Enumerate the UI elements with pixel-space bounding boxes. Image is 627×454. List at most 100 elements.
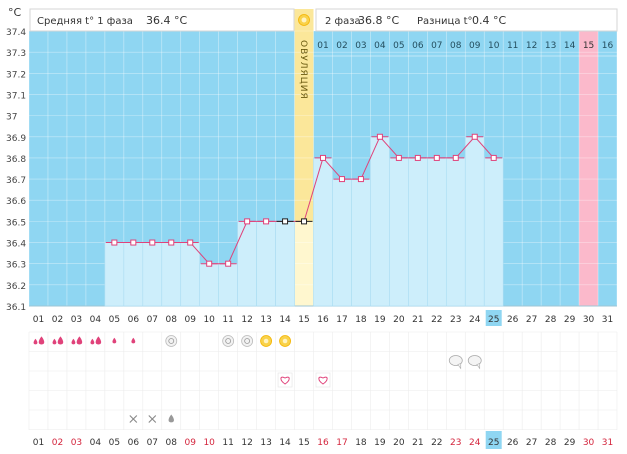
x-tick-label: 08 <box>166 315 178 325</box>
bottom-day-label: 05 <box>109 438 120 448</box>
temperature-bar <box>104 242 125 307</box>
bottom-day-label: 21 <box>412 438 423 448</box>
sun-icon-core <box>282 338 288 344</box>
speech-bubble-tail <box>457 363 462 370</box>
x-tick-label: 12 <box>241 315 252 325</box>
phase2-day-number: 13 <box>545 41 556 51</box>
drop-icon <box>90 338 95 345</box>
temp-point <box>168 239 175 246</box>
temperature-bar <box>142 242 163 307</box>
temperature-bar <box>161 242 182 307</box>
phase2-header-box <box>315 8 618 32</box>
y-tick-label: 36.5 <box>6 218 26 228</box>
phase2-day-number: 08 <box>450 41 462 51</box>
spiral-icon <box>241 335 254 347</box>
temp-line-segment <box>227 221 248 264</box>
temp-point <box>149 239 156 246</box>
bottom-day-label: 30 <box>583 438 595 448</box>
temp-line-segment <box>360 136 381 180</box>
heart-icon <box>280 376 290 385</box>
heart-cell <box>277 372 293 388</box>
bottom-day-label: 12 <box>241 438 252 448</box>
bottom-day-label: 15 <box>298 438 309 448</box>
temperature-bar <box>464 136 485 307</box>
bottom-day-label: 27 <box>526 438 537 448</box>
bottom-day-label: 02 <box>52 438 63 448</box>
spiral-icon <box>165 335 178 347</box>
bottom-day-label: 26 <box>507 438 519 448</box>
phase2-day-number: 02 <box>336 41 347 51</box>
y-tick-label: 36.3 <box>6 261 26 271</box>
x-tick-label: 18 <box>355 315 367 325</box>
temp-point <box>395 154 402 161</box>
temp-point <box>187 239 194 246</box>
x-tick-label: 25 <box>488 315 499 325</box>
x-tick-label: 28 <box>545 315 557 325</box>
spiral-icon-inner <box>244 338 251 344</box>
y-tick-label: 36.7 <box>6 176 26 186</box>
x-tick-label: 29 <box>564 315 576 325</box>
drop-icon <box>71 338 76 345</box>
bottom-day-label: 18 <box>355 438 367 448</box>
sun-icon-core <box>301 17 307 23</box>
bottom-day-label: 24 <box>469 438 481 448</box>
temperature-bar <box>370 136 390 307</box>
drop-icon <box>57 336 64 345</box>
bottom-day-label: 22 <box>431 438 442 448</box>
x-tick-label: 22 <box>431 315 442 325</box>
speech-bubble-icon <box>448 355 463 366</box>
bottom-day-label: 29 <box>564 438 576 448</box>
ovulation-label: ОВУЛЯЦИЯ <box>298 40 308 100</box>
phase2-day-number: 06 <box>412 41 424 51</box>
phase2-day-number: 12 <box>526 41 537 51</box>
y-tick-label: 36.4 <box>6 240 26 250</box>
y-tick-label: 37.4 <box>6 28 26 38</box>
x-tick-label: 30 <box>583 315 595 325</box>
bottom-day-label: 10 <box>203 438 215 448</box>
spiral-icon <box>222 335 235 347</box>
temperature-bar <box>180 242 201 307</box>
phase2-day-number: 03 <box>355 41 366 51</box>
temp-point <box>357 176 364 183</box>
x-tick-label: 21 <box>412 315 423 325</box>
phase1-avg-value: 36.4 °C <box>146 14 187 27</box>
spiral-icon-inner <box>168 338 175 344</box>
sun-icon-core <box>263 338 269 344</box>
x-tick-label: 20 <box>393 315 405 325</box>
temp-point <box>263 218 270 225</box>
x-tick-label: 26 <box>507 315 519 325</box>
temp-point <box>130 239 137 246</box>
drop-icon <box>52 338 57 345</box>
bottom-day-label: 14 <box>279 438 291 448</box>
temperature-bar <box>483 157 504 307</box>
drop-icon <box>112 337 117 344</box>
y-tick-label: 37 <box>6 113 17 123</box>
bottom-day-label: 25 <box>488 438 499 448</box>
temp-point <box>244 218 251 225</box>
x-tick-label: 03 <box>71 315 82 325</box>
cross-icon <box>148 415 157 423</box>
temp-line-segment <box>455 136 476 159</box>
current-day-marker <box>485 310 502 326</box>
x-tick-label: 11 <box>222 315 233 325</box>
temp-point <box>338 176 345 183</box>
temp-diff-label: Разница t° <box>417 16 473 27</box>
x-axis-day-labels: 01 02 03 04 05 06 07 08 09 10 11 12 13 14 15 16 17 18 19 20… <box>33 310 613 326</box>
x-tick-label: 05 <box>109 315 120 325</box>
heart-cell <box>315 372 331 388</box>
y-tick-label: 36.1 <box>6 303 26 313</box>
temp-point <box>452 154 459 161</box>
drop-icon <box>131 337 136 344</box>
bottom-day-label: 28 <box>545 438 557 448</box>
x-tick-label: 17 <box>336 315 347 325</box>
drop-icon <box>38 336 45 345</box>
phase2-day-number: 14 <box>564 41 576 51</box>
phase2-day-number: 16 <box>602 41 614 51</box>
temp-point <box>320 154 326 161</box>
bottom-day-label: 09 <box>184 438 196 448</box>
temperature-bar <box>275 221 295 307</box>
temperature-bar <box>445 157 466 307</box>
x-tick-label: 23 <box>450 315 461 325</box>
y-axis-unit: °C <box>8 6 22 19</box>
